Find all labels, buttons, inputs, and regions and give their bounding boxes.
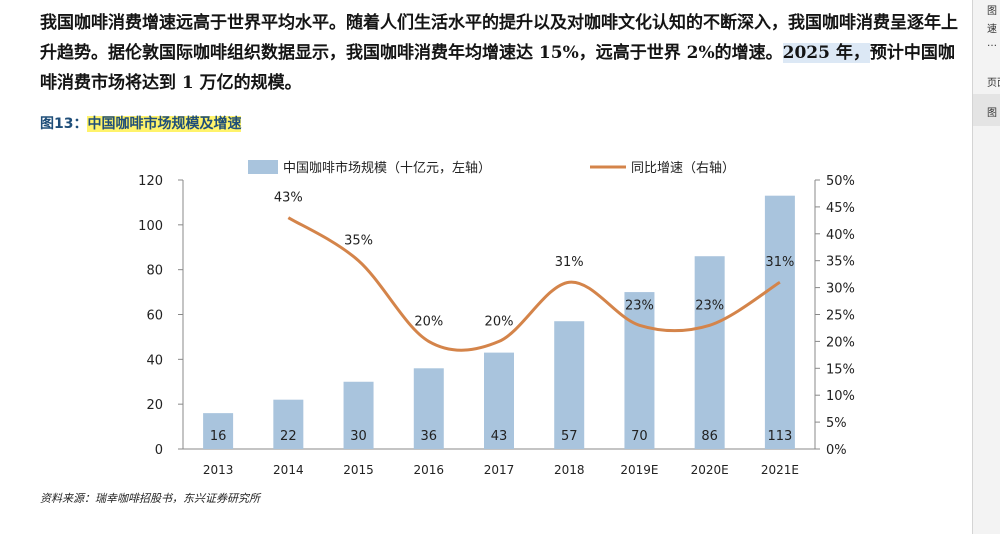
bar-value-label: 30 bbox=[350, 429, 367, 444]
x-axis-tick-label: 2018 bbox=[554, 463, 585, 477]
left-axis-tick-label: 20 bbox=[146, 398, 163, 413]
paragraph-body-2: 预计中国咖啡消费市场将达到 1 万亿的规模。 bbox=[40, 43, 955, 93]
left-axis-tick-label: 40 bbox=[146, 353, 163, 368]
right-axis-tick-label: 20% bbox=[826, 335, 855, 350]
growth-value-label: 31% bbox=[555, 255, 584, 270]
bar bbox=[624, 292, 655, 449]
bar bbox=[484, 352, 514, 449]
source-note: 资料来源：瑞幸咖啡招股书，东兴证券研究所 bbox=[40, 492, 260, 505]
chart: 中国咖啡市场规模（十亿元，左轴） 同比增速（右轴） 0 20 40 60 80 100 120 0… bbox=[138, 160, 855, 477]
right-axis-tick-label: 30% bbox=[826, 282, 855, 297]
growth-value-label: 20% bbox=[485, 314, 514, 329]
side-panel-text-4: 页面 bbox=[987, 78, 1000, 89]
growth-value-label: 31% bbox=[765, 255, 794, 270]
left-axis-tick-label: 80 bbox=[146, 264, 163, 279]
growth-line bbox=[287, 216, 781, 352]
right-axis-tick-label: 40% bbox=[826, 228, 855, 243]
growth-value-label: 43% bbox=[274, 191, 303, 206]
right-axis-tick-label: 10% bbox=[826, 389, 855, 404]
left-axis-tick-label: 100 bbox=[138, 219, 163, 234]
x-axis-tick-label: 2019E bbox=[620, 463, 658, 477]
side-panel-text-3: … bbox=[987, 38, 997, 49]
bar bbox=[764, 195, 795, 449]
legend-label-line: 同比增速（右轴） bbox=[631, 161, 735, 176]
growth-value-label: 20% bbox=[414, 314, 443, 329]
side-panel-tab[interactable] bbox=[973, 94, 1000, 126]
x-axis-tick-label: 2013 bbox=[203, 463, 234, 477]
bar-value-label: 16 bbox=[210, 429, 227, 444]
right-axis-tick-label: 15% bbox=[826, 362, 855, 377]
figure-name: 中国咖啡市场规模及增速 bbox=[87, 116, 242, 132]
paragraph-body-1: 随着人们生活水平的提升以及对咖啡文化认知的不断深入，我国咖啡消费呈逐年上升趋势。… bbox=[40, 13, 958, 63]
paragraph-bold-lead: 我国咖啡消费增速远高于世界平均水平。 bbox=[40, 13, 346, 33]
bar-value-label: 113 bbox=[767, 429, 792, 444]
legend-label-bars: 中国咖啡市场规模（十亿元，左轴） bbox=[283, 160, 491, 176]
x-axis-tick-label: 2016 bbox=[414, 463, 445, 477]
intro-paragraph: 我国咖啡消费增速远高于世界平均水平。随着人们生活水平的提升以及对咖啡文化认知的不… bbox=[40, 8, 965, 98]
left-axis-tick-label: 60 bbox=[146, 309, 163, 324]
bar bbox=[273, 399, 304, 449]
bar-value-label: 70 bbox=[631, 429, 648, 444]
bar-value-label: 22 bbox=[280, 429, 297, 444]
right-axis-tick-label: 50% bbox=[826, 174, 855, 189]
side-panel-text-2: 速 bbox=[987, 24, 997, 35]
right-axis-tick-label: 0% bbox=[826, 443, 847, 458]
bar bbox=[694, 256, 725, 449]
x-axis-tick-label: 2020E bbox=[691, 463, 729, 477]
x-axis-tick-label: 2015 bbox=[343, 463, 374, 477]
right-axis-tick-label: 35% bbox=[826, 255, 855, 270]
growth-value-label: 35% bbox=[344, 234, 373, 249]
bar bbox=[554, 321, 585, 449]
side-panel-text-5: 图 bbox=[987, 108, 997, 119]
right-axis-tick-label: 5% bbox=[826, 416, 847, 431]
bar bbox=[413, 368, 444, 449]
bar bbox=[343, 381, 374, 449]
bar-value-label: 36 bbox=[421, 429, 438, 444]
x-axis-tick-label: 2021E bbox=[761, 463, 799, 477]
side-panel[interactable]: 图 速 … 页面 图 bbox=[972, 0, 1000, 534]
bar-value-label: 43 bbox=[491, 429, 508, 444]
x-axis-tick-label: 2017 bbox=[484, 463, 515, 477]
bar-value-label: 86 bbox=[701, 429, 718, 444]
figure-title: 图13：中国咖啡市场规模及增速 bbox=[40, 113, 242, 133]
figure-label: 图13： bbox=[40, 116, 88, 132]
right-axis-tick-label: 45% bbox=[826, 201, 855, 216]
bar bbox=[203, 413, 234, 449]
left-axis-tick-label: 120 bbox=[138, 174, 163, 189]
growth-value-label: 23% bbox=[695, 298, 724, 313]
right-axis-tick-label: 25% bbox=[826, 309, 855, 324]
left-axis-tick-label: 0 bbox=[155, 443, 163, 458]
legend-swatch-bars bbox=[248, 160, 278, 174]
bar-value-label: 57 bbox=[561, 429, 578, 444]
x-axis-tick-label: 2014 bbox=[273, 463, 304, 477]
paragraph-highlight: 2025 年， bbox=[782, 43, 870, 63]
side-panel-text-1: 图 bbox=[987, 6, 997, 17]
growth-value-label: 23% bbox=[625, 298, 654, 313]
